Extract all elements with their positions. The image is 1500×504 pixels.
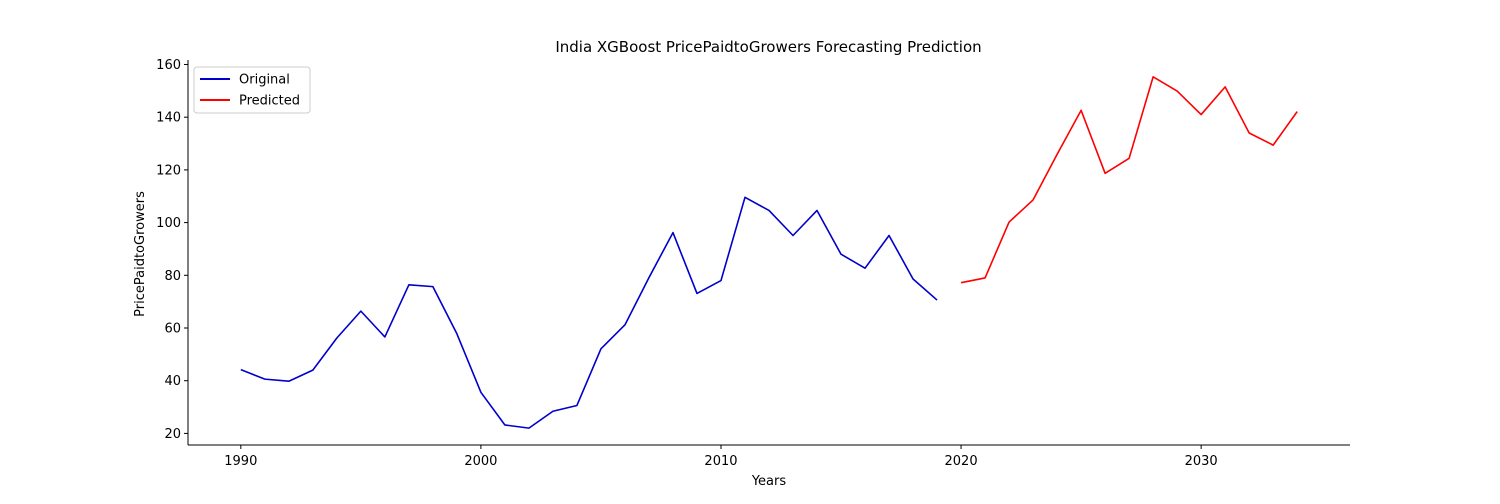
y-tick-label: 80 [164,269,181,284]
series-line-original [240,196,938,429]
legend-label-original: Original [239,73,290,88]
series-line-predicted [960,76,1298,284]
x-axis-label: Years [751,474,787,489]
chart-title: India XGBoost PricePaidtoGrowers Forecas… [555,38,981,56]
y-tick-label: 120 [156,163,181,178]
plot-area [240,76,1298,429]
legend-label-predicted: Predicted [239,94,300,109]
x-tick-label: 2020 [945,454,978,469]
x-tick-label: 1990 [224,454,257,469]
y-axis-label: PricePaidtoGrowers [133,191,148,317]
y-tick-label: 40 [164,374,181,389]
y-tick-label: 20 [164,427,181,442]
y-tick-label: 100 [156,216,181,231]
y-tick-label: 60 [164,321,181,336]
legend: Original Predicted [193,66,311,114]
x-tick-label: 2000 [464,454,497,469]
x-axis-ticks: 1990 2000 2010 2020 2030 [224,445,1218,469]
y-tick-label: 160 [156,58,181,73]
x-tick-label: 2010 [704,454,737,469]
x-tick-label: 2030 [1185,454,1218,469]
y-axis-ticks: 20 40 60 80 100 120 140 160 [156,58,188,442]
y-tick-label: 140 [156,111,181,126]
